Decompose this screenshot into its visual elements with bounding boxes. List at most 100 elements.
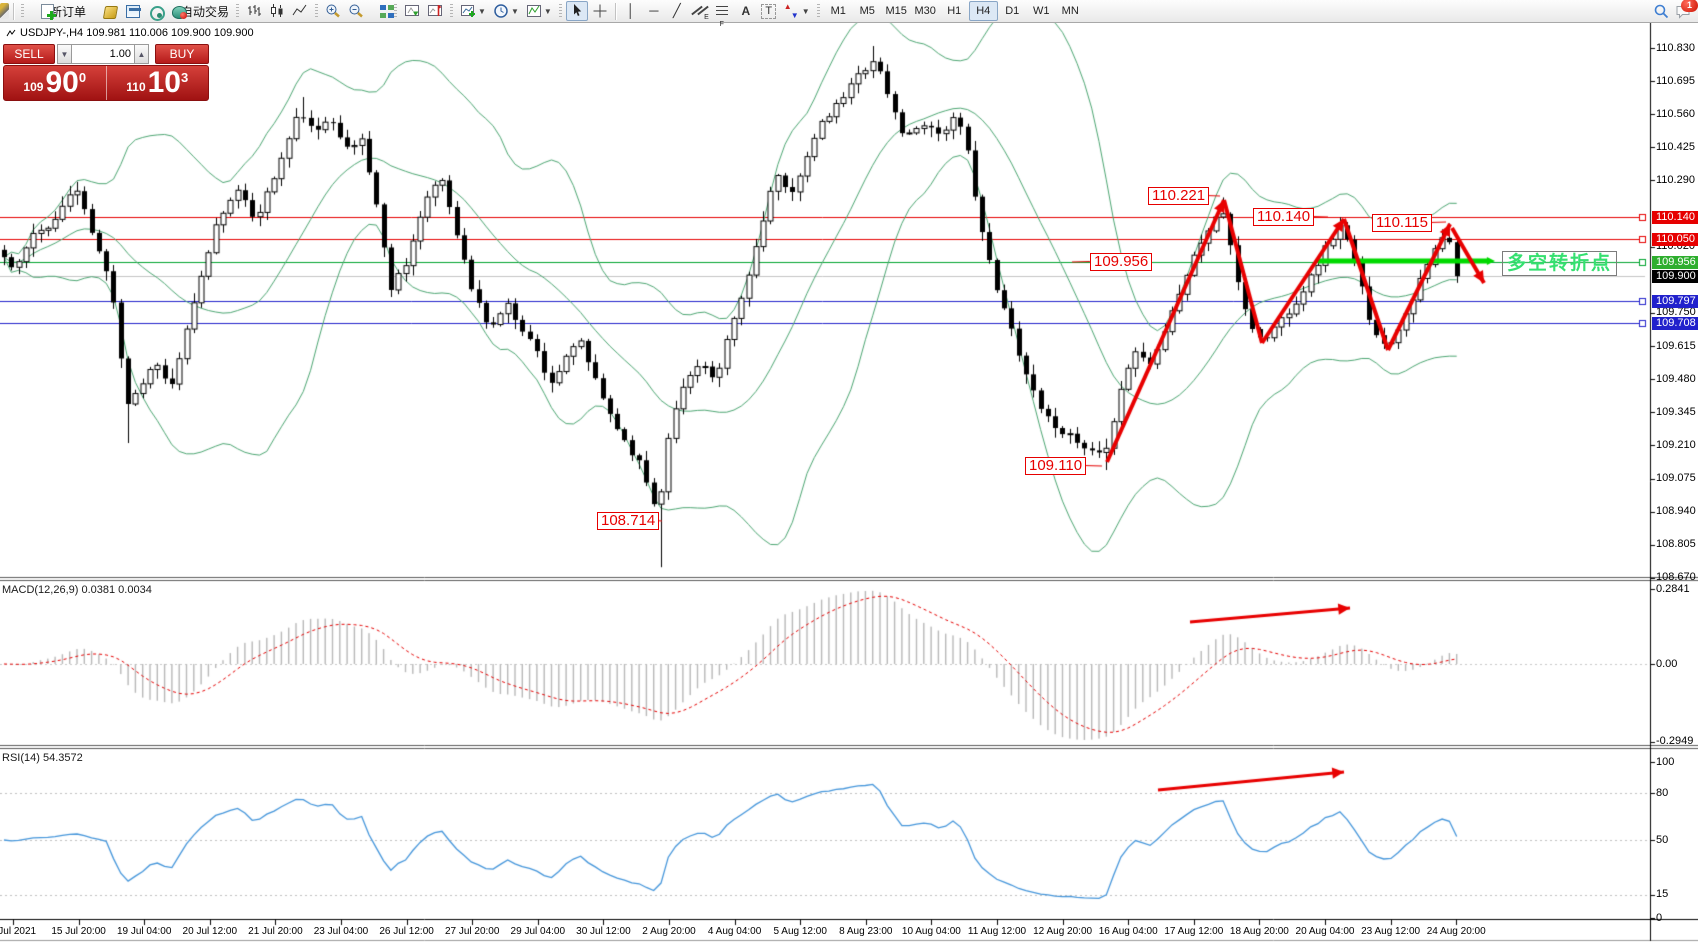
timeframe-mn[interactable]: MN — [1056, 1, 1085, 21]
trendline-icon: ╱ — [672, 3, 681, 18]
sell-price[interactable]: 109 90 0 — [23, 66, 87, 99]
chart-window-icon — [6, 29, 16, 37]
search-icon — [1653, 3, 1669, 19]
auto-scroll-button[interactable] — [401, 1, 423, 21]
fibonacci-tool-button[interactable]: F — [712, 1, 734, 28]
dropdown-caret-icon: ▼ — [801, 6, 810, 16]
toolbar-right-icons: 1 — [1650, 0, 1698, 21]
trendline-tool-button[interactable]: ╱ — [666, 1, 688, 21]
toolbar-grip — [558, 3, 562, 19]
crosshair-icon — [592, 3, 608, 19]
crosshair-tool-button[interactable] — [589, 1, 611, 21]
horizontal-line-icon: ─ — [649, 3, 659, 18]
price-callout[interactable]: 110.221 — [1148, 187, 1210, 205]
text-label-tool-button[interactable]: T — [758, 1, 780, 21]
toolbar-separator — [614, 2, 616, 20]
toolbar-grip — [816, 3, 820, 19]
candlestick-icon — [269, 3, 285, 19]
tile-windows-icon — [380, 4, 395, 18]
fibonacci-icon: F — [715, 3, 731, 28]
signals-button[interactable] — [136, 1, 165, 21]
price-callout[interactable]: 110.115 — [1372, 214, 1432, 232]
clipped-tool-icon — [0, 3, 9, 19]
indicators-button[interactable]: ▼ — [523, 1, 555, 21]
vertical-line-tool-button[interactable]: │ — [620, 1, 642, 21]
arrows-icon — [784, 2, 800, 20]
toolbar-grip — [236, 3, 240, 19]
volume-input[interactable] — [72, 44, 134, 64]
buy-price[interactable]: 110 10 3 — [126, 66, 189, 99]
timeframe-m30[interactable]: M30 — [911, 1, 940, 21]
text-icon: A — [741, 4, 751, 18]
macd-indicator-label: MACD(12,26,9) 0.0381 0.0034 — [2, 584, 152, 596]
signal-icon — [149, 5, 165, 21]
timeframe-h4[interactable]: H4 — [968, 1, 998, 21]
periods-button[interactable]: ▼ — [490, 1, 522, 21]
auto-trading-icon — [171, 5, 187, 19]
timeframe-w1[interactable]: W1 — [1027, 1, 1056, 21]
price-callout[interactable]: 110.140 — [1253, 208, 1315, 226]
dropdown-caret-icon: ▼ — [510, 6, 519, 16]
market-watch-button[interactable] — [90, 1, 118, 21]
candle-chart-mode-button[interactable] — [266, 1, 288, 21]
new-order-icon — [41, 4, 56, 20]
symbol-title: USDJPY-,H4 109.981 110.006 109.900 109.9… — [6, 27, 254, 39]
symbol-title-text: USDJPY-,H4 109.981 110.006 109.900 109.9… — [20, 27, 254, 39]
zoom-in-button[interactable] — [322, 1, 344, 21]
notification-badge: 1 — [1681, 0, 1698, 12]
bar-chart-mode-button[interactable] — [243, 1, 265, 21]
toolbar-grip — [21, 3, 24, 19]
volume-increase-button[interactable]: ▲ — [134, 44, 149, 64]
arrows-tool-button[interactable]: ▼ — [781, 1, 813, 21]
new-chart-icon — [460, 3, 476, 19]
new-order-button[interactable]: 新订单 — [28, 1, 89, 21]
toolbar-grip — [315, 3, 319, 19]
buy-button[interactable]: BUY — [155, 44, 209, 64]
zoom-in-icon — [325, 3, 341, 19]
price-callout[interactable]: 109.110 — [1025, 457, 1087, 475]
data-window-button[interactable] — [113, 1, 142, 21]
price-callout[interactable]: 108.714 — [597, 512, 660, 530]
chat-button[interactable]: 1 — [1672, 0, 1698, 21]
equidistant-channel-icon: E — [691, 3, 709, 21]
auto-trading-button[interactable]: 自动交易 — [159, 1, 232, 21]
zoom-out-icon — [348, 3, 364, 19]
dropdown-caret-icon: ▼ — [543, 6, 552, 16]
turning-point-annotation[interactable]: 多空转折点 — [1502, 251, 1618, 276]
timeframe-m15[interactable]: M15 — [882, 1, 911, 21]
timeframe-m5[interactable]: M5 — [853, 1, 882, 21]
cursor-tool-button[interactable] — [565, 1, 588, 21]
vertical-line-icon: │ — [626, 3, 635, 18]
timeframe-d1[interactable]: D1 — [998, 1, 1027, 21]
sell-button[interactable]: SELL — [3, 44, 55, 64]
dropdown-caret-icon: ▼ — [478, 6, 486, 16]
price-callout[interactable]: 109.956 — [1090, 253, 1153, 271]
timeframe-bar: M1 M5 M15 M30 H1 H4 D1 W1 MN — [824, 1, 1085, 21]
clock-icon — [493, 3, 509, 19]
line-chart-icon — [292, 3, 308, 19]
line-chart-mode-button[interactable] — [289, 1, 311, 21]
new-chart-button[interactable]: ▼ — [457, 1, 489, 21]
toolbar-separator — [13, 2, 14, 20]
auto-scroll-icon — [404, 3, 420, 19]
indicators-icon — [526, 3, 542, 19]
timeframe-m1[interactable]: M1 — [824, 1, 853, 21]
tile-windows-button[interactable] — [368, 1, 395, 21]
price-divider — [105, 66, 107, 100]
zoom-out-button[interactable] — [345, 1, 367, 21]
search-button[interactable] — [1650, 1, 1672, 21]
volume-decrease-button[interactable]: ▼ — [57, 44, 72, 64]
channel-tool-button[interactable]: E — [689, 1, 711, 21]
toolbar-grip — [450, 3, 454, 19]
window-icon — [126, 5, 142, 18]
text-label-icon: T — [761, 3, 777, 19]
toolbar-grip — [394, 3, 398, 19]
volume-stepper: ▼ ▲ — [57, 44, 153, 64]
text-tool-button[interactable]: A — [735, 1, 757, 21]
chart-shift-button[interactable] — [424, 1, 446, 21]
timeframe-h1[interactable]: H1 — [940, 1, 969, 21]
horizontal-line-tool-button[interactable]: ─ — [643, 1, 665, 21]
toolbar: 新订单 自动交易 ▼ ▼ ▼ │ ─ ╱ E F A T ▼ M1M5M15M3… — [0, 0, 1698, 28]
